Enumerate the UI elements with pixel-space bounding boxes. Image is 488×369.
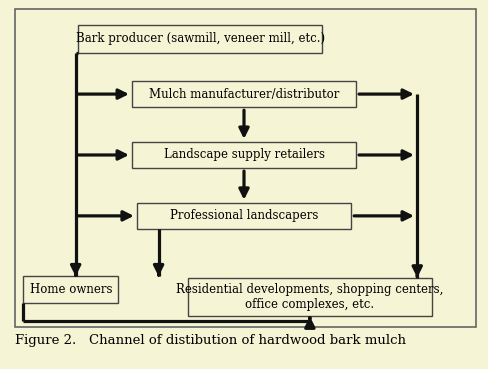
FancyBboxPatch shape: [15, 9, 476, 327]
Text: Mulch manufacturer/distributor: Mulch manufacturer/distributor: [149, 87, 339, 101]
FancyBboxPatch shape: [132, 81, 356, 107]
Text: Residential developments, shopping centers,
office complexes, etc.: Residential developments, shopping cente…: [176, 283, 444, 311]
FancyBboxPatch shape: [137, 203, 351, 229]
FancyBboxPatch shape: [188, 277, 432, 316]
Text: Landscape supply retailers: Landscape supply retailers: [163, 148, 325, 162]
FancyBboxPatch shape: [78, 25, 322, 52]
Text: Professional landscapers: Professional landscapers: [170, 209, 318, 223]
FancyBboxPatch shape: [132, 142, 356, 168]
Text: Figure 2.   Channel of distibution of hardwood bark mulch: Figure 2. Channel of distibution of hard…: [15, 334, 406, 347]
FancyBboxPatch shape: [23, 276, 119, 303]
Text: Bark producer (sawmill, veneer mill, etc.): Bark producer (sawmill, veneer mill, etc…: [76, 32, 325, 45]
Text: Home owners: Home owners: [29, 283, 112, 296]
